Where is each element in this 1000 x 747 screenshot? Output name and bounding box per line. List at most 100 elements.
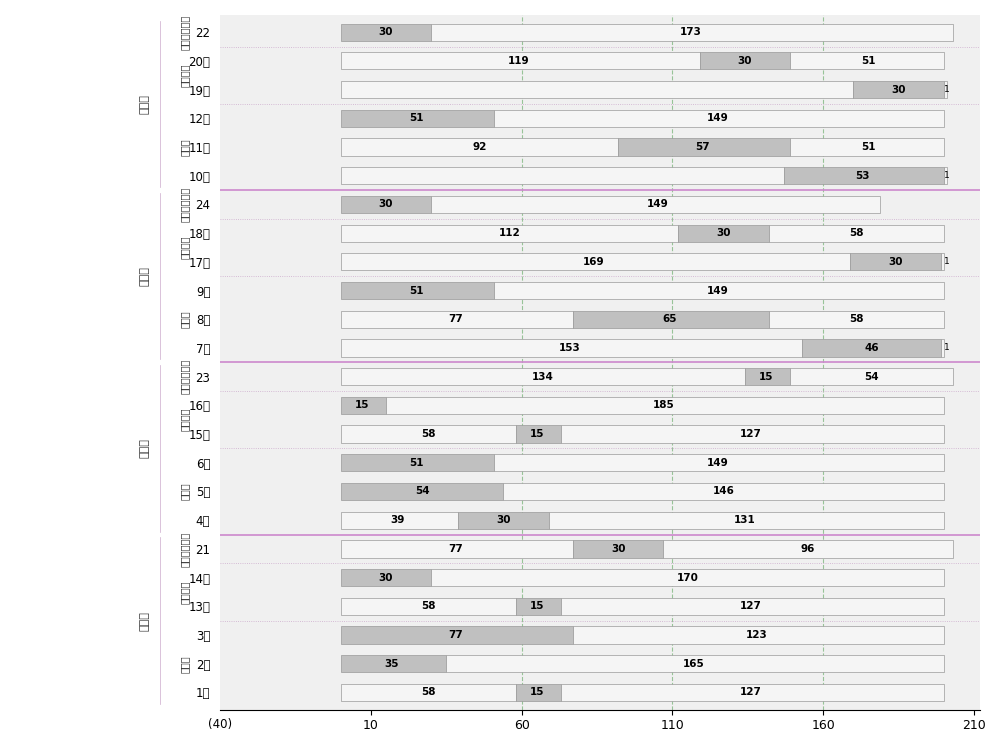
Text: 机动车: 机动车: [180, 655, 190, 672]
Text: 51: 51: [861, 56, 876, 66]
Bar: [341, 627, 573, 644]
Text: 58: 58: [849, 228, 864, 238]
Text: (40): (40): [208, 719, 232, 731]
Bar: [561, 684, 944, 701]
Bar: [341, 483, 503, 500]
Text: 127: 127: [740, 429, 762, 439]
Bar: [341, 52, 700, 69]
Bar: [790, 52, 944, 69]
Text: 30: 30: [716, 228, 731, 238]
Text: 153: 153: [559, 343, 581, 353]
Text: 54: 54: [415, 486, 429, 497]
Text: 1: 1: [944, 171, 950, 180]
Bar: [341, 426, 516, 443]
Bar: [386, 397, 944, 414]
Text: 131: 131: [734, 515, 756, 525]
Text: 170: 170: [677, 573, 698, 583]
Bar: [494, 454, 944, 471]
Text: 127: 127: [740, 687, 762, 698]
Bar: [516, 684, 561, 701]
Text: 机动车: 机动车: [180, 483, 190, 500]
Bar: [549, 512, 944, 529]
Bar: [341, 397, 386, 414]
Text: 西进口: 西进口: [140, 611, 150, 630]
Text: 77: 77: [448, 314, 463, 324]
Text: 169: 169: [583, 257, 605, 267]
Text: 146: 146: [713, 486, 735, 497]
Bar: [573, 627, 944, 644]
Text: 96: 96: [801, 544, 815, 554]
Text: 30: 30: [891, 84, 906, 95]
Text: 35: 35: [385, 659, 399, 669]
Bar: [341, 540, 573, 557]
Bar: [790, 368, 953, 385]
Text: 58: 58: [421, 687, 435, 698]
Text: 58: 58: [421, 429, 435, 439]
Bar: [341, 598, 516, 615]
Bar: [944, 81, 947, 98]
Text: 北进口: 北进口: [140, 94, 150, 114]
Bar: [494, 282, 944, 299]
Text: 57: 57: [695, 142, 710, 152]
Text: 65: 65: [662, 314, 677, 324]
Bar: [573, 311, 769, 328]
Text: 30: 30: [379, 27, 393, 37]
Text: 15: 15: [529, 429, 544, 439]
Bar: [341, 196, 431, 213]
Text: 15: 15: [354, 400, 369, 410]
Text: 东进口: 东进口: [140, 438, 150, 459]
Text: 非机动车: 非机动车: [180, 580, 190, 604]
Text: 46: 46: [864, 343, 879, 353]
Bar: [745, 368, 790, 385]
Text: 149: 149: [707, 458, 728, 468]
Text: 58: 58: [421, 601, 435, 611]
Text: 30: 30: [379, 199, 393, 209]
Text: 机动车: 机动车: [180, 138, 190, 156]
Text: 53: 53: [855, 171, 870, 181]
Bar: [573, 540, 663, 557]
Bar: [941, 339, 944, 356]
Text: 51: 51: [409, 114, 423, 123]
Text: 30: 30: [611, 544, 625, 554]
Bar: [341, 282, 494, 299]
Text: 185: 185: [652, 400, 674, 410]
Text: 123: 123: [746, 630, 768, 640]
Bar: [790, 138, 944, 155]
Bar: [850, 253, 941, 270]
Bar: [431, 569, 944, 586]
Bar: [663, 540, 953, 557]
Text: 非机动车行人: 非机动车行人: [180, 359, 190, 394]
Text: 1: 1: [944, 344, 950, 353]
Text: 15: 15: [529, 601, 544, 611]
Bar: [341, 110, 494, 127]
Bar: [341, 253, 850, 270]
Text: 机动车: 机动车: [180, 311, 190, 328]
Text: 149: 149: [707, 114, 728, 123]
Text: 30: 30: [379, 573, 393, 583]
Bar: [853, 81, 944, 98]
Bar: [341, 24, 431, 41]
Bar: [941, 253, 944, 270]
Text: 非机动车: 非机动车: [180, 408, 190, 432]
Text: 58: 58: [849, 314, 864, 324]
Bar: [678, 225, 769, 242]
Bar: [431, 196, 880, 213]
Bar: [341, 81, 853, 98]
Text: 30: 30: [738, 56, 752, 66]
Text: 1: 1: [944, 85, 950, 94]
Bar: [516, 598, 561, 615]
Bar: [446, 655, 944, 672]
Bar: [494, 110, 944, 127]
Bar: [561, 426, 944, 443]
Bar: [802, 339, 941, 356]
Bar: [341, 512, 458, 529]
Bar: [944, 167, 947, 185]
Bar: [769, 311, 944, 328]
Text: 149: 149: [707, 285, 728, 296]
Text: 30: 30: [888, 257, 903, 267]
Text: 南进口: 南进口: [140, 266, 150, 286]
Text: 1: 1: [944, 257, 950, 267]
Bar: [341, 454, 494, 471]
Bar: [341, 368, 745, 385]
Bar: [769, 225, 944, 242]
